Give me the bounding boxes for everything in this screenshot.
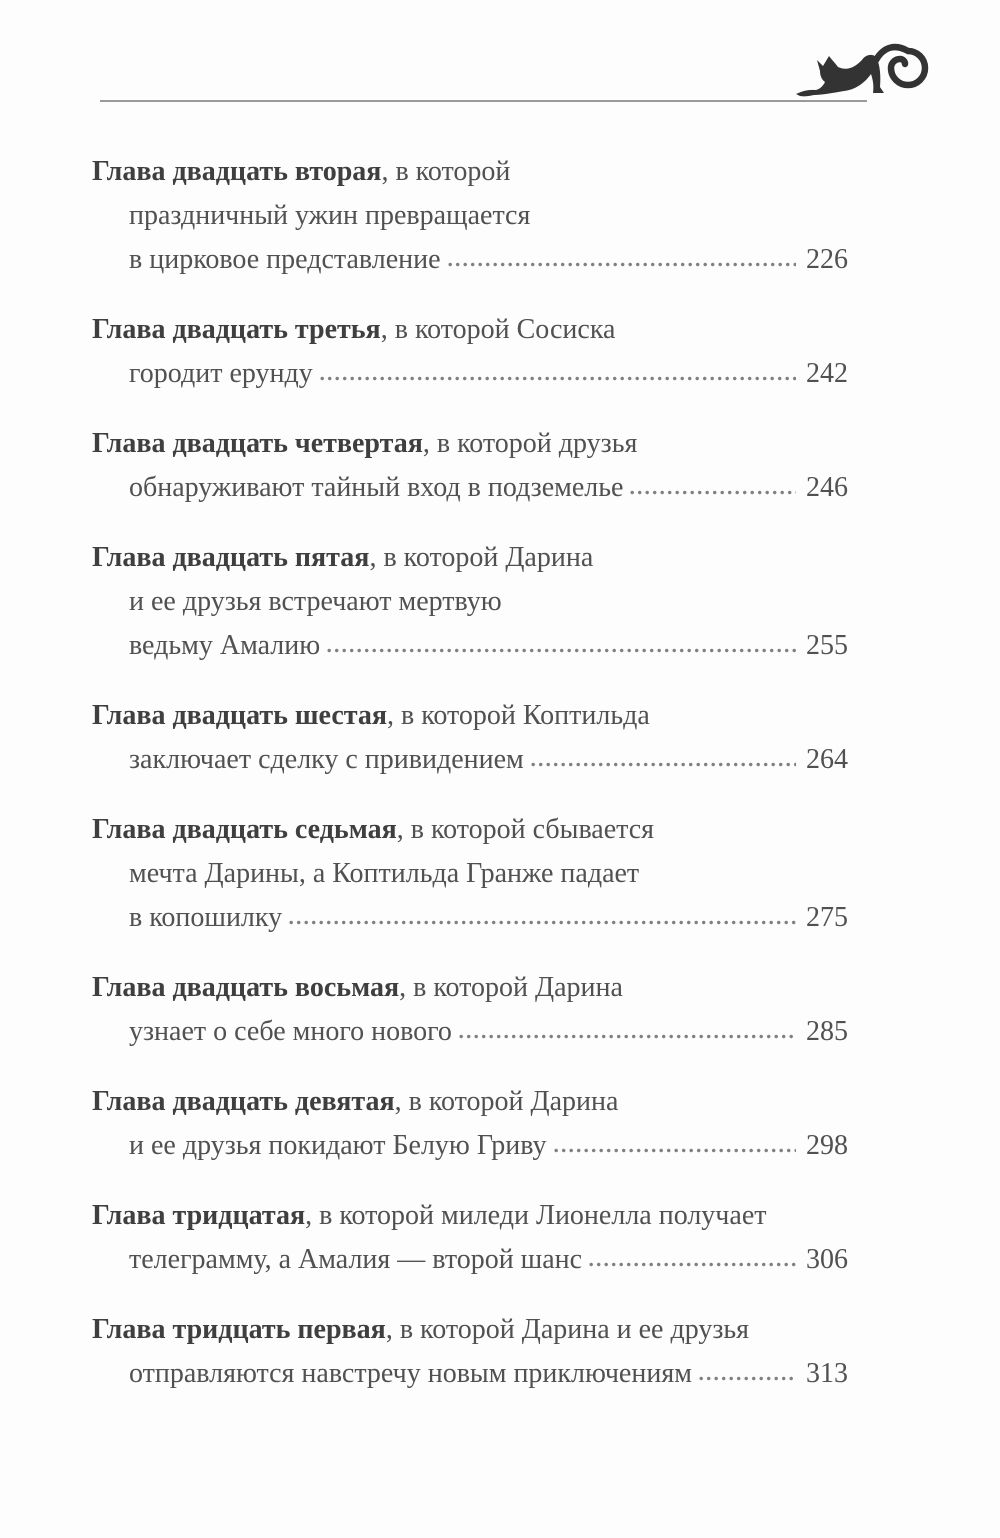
toc-entry: Глава двадцать шестая, в которой Коптиль… <box>92 694 848 782</box>
toc-entry-continuation: и ее друзья встречают мертвую <box>92 580 848 624</box>
toc-entry-page-line: и ее друзья покидают Белую Гриву 298 <box>92 1124 848 1168</box>
chapter-title-rest: , в которой Коптильда <box>386 700 650 731</box>
chapter-last-line-text: городит ерунду <box>129 358 313 389</box>
chapter-title: Глава тридцатая <box>92 1200 306 1231</box>
dot-leader <box>447 261 796 268</box>
chapter-title: Глава двадцать пятая <box>92 542 370 573</box>
toc-entry-page-line: ведьму Амалию 255 <box>92 624 848 668</box>
chapter-title-rest: , в которой миледи Лионелла получает <box>305 1200 767 1231</box>
toc-entry-title-line: Глава тридцать первая, в которой Дарина … <box>92 1308 848 1352</box>
stretching-cat-icon <box>796 43 929 97</box>
toc-entry: Глава тридцатая, в которой миледи Лионел… <box>92 1194 848 1282</box>
page-number: 242 <box>806 358 848 389</box>
toc-entry-page-line: отправляются навстречу новым приключения… <box>92 1352 848 1396</box>
dot-leader <box>589 1261 796 1268</box>
toc-entry-title-line: Глава двадцать третья, в которой Сосиска <box>92 308 848 352</box>
toc-entry-title-line: Глава двадцать шестая, в которой Коптиль… <box>92 694 848 738</box>
toc-entry-continuation: праздничный ужин превращается <box>92 194 848 238</box>
toc-entry-title-line: Глава двадцать седьмая, в которой сбывае… <box>92 808 848 852</box>
toc-entry: Глава двадцать пятая, в которой Дарина и… <box>92 536 848 668</box>
chapter-title-rest: , в которой Дарина <box>369 542 594 573</box>
page-number: 226 <box>806 244 848 275</box>
cat-tail-spiral <box>872 43 929 89</box>
chapter-title: Глава двадцать девятая <box>92 1086 395 1117</box>
toc-list: Глава двадцать вторая, в которой праздни… <box>92 150 848 1396</box>
chapter-last-line-text: в копошилку <box>129 902 283 933</box>
page-number: 275 <box>806 902 848 933</box>
page-number: 298 <box>806 1130 848 1161</box>
toc-entry-page-line: обнаруживают тайный вход в подземелье 24… <box>92 466 848 510</box>
page-header <box>0 0 1000 102</box>
chapter-last-line-text: обнаруживают тайный вход в подземелье <box>129 472 624 503</box>
dot-leader <box>630 489 796 496</box>
chapter-last-line-text: и ее друзья покидают Белую Гриву <box>129 1130 547 1161</box>
toc-entry-continuation-line: праздничный ужин превращается <box>129 200 531 231</box>
dot-leader <box>289 919 796 926</box>
toc-entry: Глава двадцать третья, в которой Сосиска… <box>92 308 848 396</box>
chapter-title: Глава двадцать восьмая <box>92 972 400 1003</box>
toc-entry-title-line: Глава двадцать девятая, в которой Дарина <box>92 1080 848 1124</box>
chapter-title: Глава тридцать первая <box>92 1314 386 1345</box>
toc-entry-title-line: Глава двадцать вторая, в которой <box>92 150 848 194</box>
dot-leader <box>319 375 796 382</box>
toc-entry-title-line: Глава двадцать восьмая, в которой Дарина <box>92 966 848 1010</box>
toc-entry-page-line: узнает о себе много нового 285 <box>92 1010 848 1054</box>
toc-entry: Глава двадцать восьмая, в которой Дарина… <box>92 966 848 1054</box>
chapter-title-rest: , в которой Дарина и ее друзья <box>385 1314 750 1345</box>
toc-entry-continuation-line: мечта Дарины, а Коптильда Гранже падает <box>129 858 640 889</box>
toc-entry-page-line: в цирковое представление 226 <box>92 238 848 282</box>
chapter-last-line-text: узнает о себе много нового <box>129 1016 452 1047</box>
chapter-last-line-text: телеграмму, а Амалия — второй шанс <box>129 1244 583 1275</box>
cat-body-silhouette <box>796 54 884 97</box>
toc-entry: Глава двадцать девятая, в которой Дарина… <box>92 1080 848 1168</box>
dot-leader <box>698 1375 796 1382</box>
chapter-title: Глава двадцать третья <box>92 314 381 345</box>
toc-entry: Глава двадцать вторая, в которой праздни… <box>92 150 848 282</box>
chapter-title: Глава двадцать четвертая <box>92 428 423 459</box>
page-number: 306 <box>806 1244 848 1275</box>
chapter-title-rest: , в которой <box>381 156 511 187</box>
toc-entry-page-line: телеграмму, а Амалия — второй шанс 306 <box>92 1238 848 1282</box>
toc-entry-continuation: мечта Дарины, а Коптильда Гранже падает <box>92 852 848 896</box>
toc-entry: Глава двадцать четвертая, в которой друз… <box>92 422 848 510</box>
toc-entry: Глава тридцать первая, в которой Дарина … <box>92 1308 848 1396</box>
chapter-last-line-text: в цирковое представление <box>129 244 441 275</box>
toc-entry-title-line: Глава двадцать четвертая, в которой друз… <box>92 422 848 466</box>
page-number: 264 <box>806 744 848 775</box>
chapter-last-line-text: ведьму Амалию <box>129 630 321 661</box>
dot-leader <box>530 761 796 768</box>
toc-entry-title-line: Глава двадцать пятая, в которой Дарина <box>92 536 848 580</box>
dot-leader <box>553 1147 796 1154</box>
chapter-title: Глава двадцать седьмая <box>92 814 397 845</box>
header-rule <box>100 100 867 102</box>
chapter-title-rest: , в которой друзья <box>422 428 638 459</box>
page-number: 285 <box>806 1016 848 1047</box>
page-number: 255 <box>806 630 848 661</box>
toc-entry: Глава двадцать седьмая, в которой сбывае… <box>92 808 848 940</box>
dot-leader <box>327 647 796 654</box>
page-number: 246 <box>806 472 848 503</box>
chapter-last-line-text: заключает сделку с привидением <box>129 744 524 775</box>
chapter-title-rest: , в которой сбывается <box>396 814 655 845</box>
page-number: 313 <box>806 1358 848 1389</box>
dot-leader <box>458 1033 796 1040</box>
toc-entry-continuation-line: и ее друзья встречают мертвую <box>129 586 502 617</box>
chapter-title-rest: , в которой Дарина <box>399 972 623 1003</box>
chapter-last-line-text: отправляются навстречу новым приключения… <box>129 1358 692 1389</box>
toc-entry-page-line: заключает сделку с привидением 264 <box>92 738 848 782</box>
chapter-title-rest: , в которой Сосиска <box>380 314 616 345</box>
chapter-title: Глава двадцать вторая <box>92 156 382 187</box>
chapter-title-rest: , в которой Дарина <box>394 1086 619 1117</box>
toc-entry-page-line: в копошилку 275 <box>92 896 848 940</box>
chapter-title: Глава двадцать шестая <box>92 700 387 731</box>
toc-entry-page-line: городит ерунду 242 <box>92 352 848 396</box>
toc-entry-title-line: Глава тридцатая, в которой миледи Лионел… <box>92 1194 848 1238</box>
